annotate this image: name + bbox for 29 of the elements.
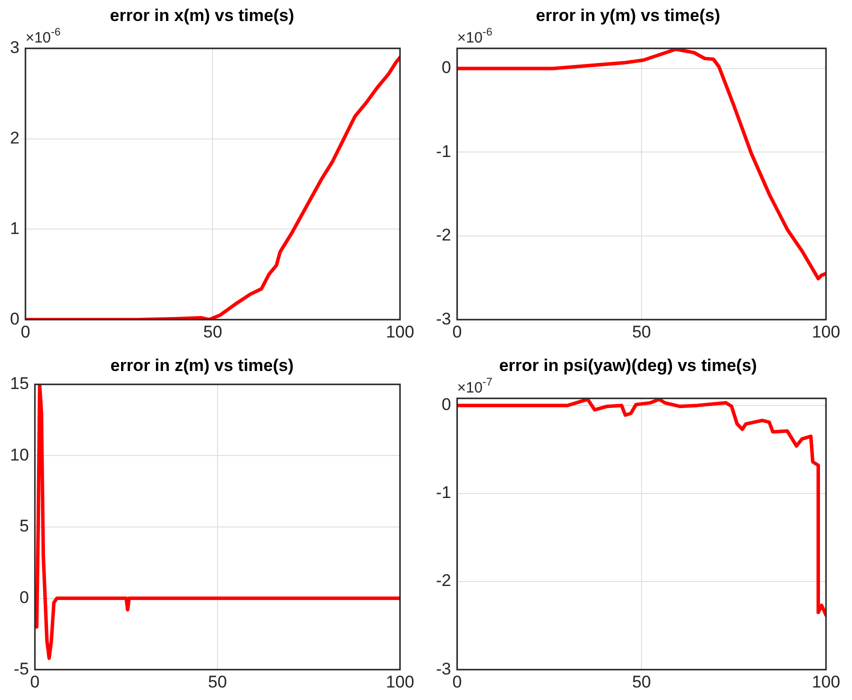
y-tick-label: 1 — [10, 218, 20, 238]
x-tick-label: 100 — [812, 322, 840, 342]
x-tick-label: 100 — [812, 672, 840, 692]
x-tick-label: 50 — [632, 322, 652, 342]
x-tick-label: 50 — [632, 672, 652, 692]
y-tick-label: -5 — [14, 659, 29, 678]
y-tick-label: 0 — [19, 588, 29, 607]
chart-title: error in z(m) vs time(s) — [110, 356, 294, 375]
y-tick-label: -1 — [436, 142, 452, 161]
x-tick-label: 50 — [203, 322, 222, 342]
y-tick-label: -2 — [436, 571, 452, 590]
chart-title: error in x(m) vs time(s) — [110, 6, 294, 25]
y-tick-label: -1 — [436, 483, 452, 502]
x-tick-label: 100 — [386, 672, 414, 692]
y-tick-label: -2 — [436, 226, 452, 245]
x-tick-label: 100 — [386, 322, 414, 342]
chart-title: error in y(m) vs time(s) — [536, 6, 720, 25]
chart-title: error in psi(yaw)(deg) vs time(s) — [499, 356, 757, 375]
y-tick-label: 5 — [19, 516, 29, 536]
y-tick-label: 0 — [10, 309, 20, 328]
y-tick-label: 10 — [10, 445, 29, 464]
y-tick-label: 3 — [10, 38, 20, 58]
y-tick-label: -3 — [436, 309, 452, 328]
y-tick-label: 2 — [10, 128, 20, 148]
y-tick-label: 0 — [442, 395, 452, 414]
y-tick-label: -3 — [436, 659, 452, 678]
x-tick-label: 50 — [208, 672, 227, 692]
y-tick-label: 0 — [442, 58, 452, 78]
y-tick-label: 15 — [10, 374, 29, 394]
